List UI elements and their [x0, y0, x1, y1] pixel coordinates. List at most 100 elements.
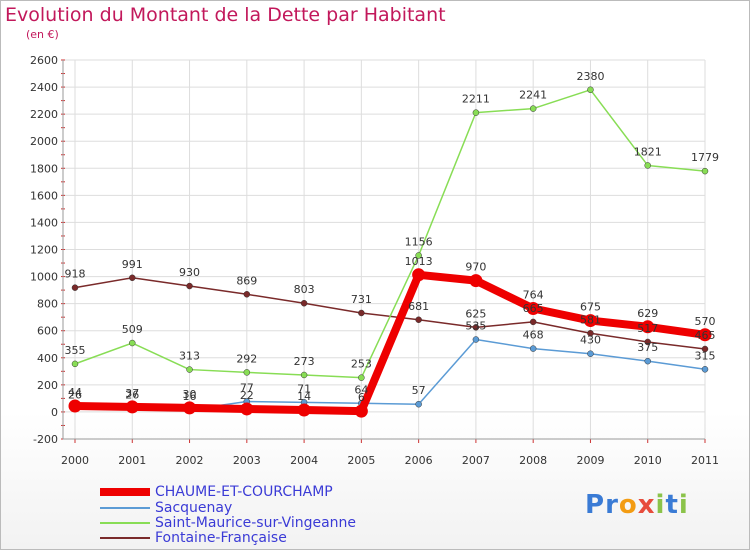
data-label: 468 — [523, 329, 544, 342]
data-label: 918 — [65, 268, 86, 281]
legend-item: Sacquenay — [100, 500, 233, 516]
data-point — [186, 366, 193, 373]
x-tick-label: 2009 — [576, 454, 604, 467]
data-label: 6 — [358, 391, 365, 404]
x-tick-label: 2006 — [405, 454, 433, 467]
data-label: 26 — [125, 388, 139, 401]
data-point — [701, 167, 709, 175]
data-label: 44 — [68, 386, 82, 399]
data-point — [412, 268, 426, 282]
x-tick-label: 2007 — [462, 454, 490, 467]
data-label: 1779 — [691, 151, 719, 164]
data-label: 675 — [580, 301, 601, 314]
data-label: 273 — [294, 355, 315, 368]
y-tick-label: 2000 — [30, 135, 58, 148]
data-point — [472, 109, 480, 116]
chart-subtitle: (en €) — [26, 28, 59, 41]
data-label: 16 — [183, 390, 197, 403]
legend-item: Fontaine-Française — [100, 530, 287, 546]
data-label: 355 — [65, 344, 86, 357]
x-tick-label: 2003 — [233, 454, 261, 467]
data-label: 14 — [297, 390, 311, 403]
x-tick-label: 2002 — [176, 454, 204, 467]
y-tick-label: 200 — [37, 379, 58, 392]
x-tick-label: 2001 — [118, 454, 146, 467]
data-point — [358, 309, 365, 317]
data-label: 1156 — [405, 235, 433, 248]
data-point — [240, 402, 254, 416]
data-label: 629 — [637, 307, 658, 320]
data-label: 2241 — [519, 89, 547, 102]
data-point — [415, 252, 422, 259]
data-label: 570 — [695, 315, 716, 328]
legend-label: Fontaine-Française — [155, 530, 287, 546]
data-label: 517 — [637, 322, 658, 335]
data-label: 22 — [240, 389, 254, 402]
y-tick-label: 1200 — [30, 244, 58, 257]
data-label: 57 — [412, 384, 426, 397]
data-label: 315 — [695, 349, 716, 362]
x-tick-label: 2004 — [290, 454, 318, 467]
legend-label: Sacquenay — [155, 500, 233, 516]
data-label: 64 — [354, 383, 368, 396]
series-line — [74, 89, 706, 379]
data-point — [183, 401, 197, 415]
legend-item: Saint-Maurice-sur-Vingeanne — [100, 515, 357, 531]
data-point — [644, 338, 651, 346]
logo-letter: x — [637, 490, 656, 520]
data-label: 77 — [240, 382, 254, 395]
legend-label: Saint-Maurice-sur-Vingeanne — [155, 515, 357, 531]
data-point — [587, 350, 594, 357]
data-label: 375 — [637, 341, 658, 354]
y-tick-label: 1400 — [30, 216, 58, 229]
y-tick-label: -200 — [33, 433, 58, 446]
data-point — [529, 105, 537, 112]
data-label: 71 — [297, 382, 311, 395]
data-point — [297, 403, 311, 417]
logo-letter: i — [678, 490, 689, 520]
x-tick-label: 2010 — [634, 454, 662, 467]
data-point — [243, 369, 251, 376]
x-tick-label: 2008 — [519, 454, 547, 467]
data-point — [701, 345, 709, 353]
data-point — [71, 360, 79, 368]
data-label: 869 — [236, 274, 257, 287]
logo-letter: t — [665, 490, 679, 520]
data-label: 581 — [580, 313, 601, 326]
data-label: 465 — [695, 329, 716, 342]
data-label: 509 — [122, 323, 143, 336]
data-point — [415, 316, 422, 324]
data-point — [698, 328, 712, 342]
data-label: 991 — [122, 258, 143, 271]
data-label: 665 — [523, 302, 544, 315]
chart-title: Evolution du Montant de la Dette par Hab… — [5, 4, 446, 26]
y-tick-label: 1600 — [30, 189, 58, 202]
logo-letter: i — [655, 490, 666, 520]
data-point — [587, 330, 594, 337]
data-label: 430 — [580, 334, 601, 347]
data-label: 2211 — [462, 93, 490, 106]
y-tick-label: 800 — [37, 298, 58, 311]
data-point — [644, 357, 651, 365]
data-point — [300, 299, 308, 307]
data-point — [526, 302, 540, 316]
data-point — [243, 291, 251, 298]
data-label: 535 — [465, 320, 486, 333]
logo-letter: r — [605, 490, 619, 520]
y-tick-label: 2200 — [30, 108, 58, 121]
data-point — [472, 324, 480, 331]
data-point — [300, 371, 308, 379]
data-point — [186, 282, 193, 290]
data-point — [129, 339, 136, 347]
proxiti-logo: Proxiti — [585, 490, 689, 520]
logo-letter: o — [618, 490, 638, 520]
axis-layer: -200 0 200 400 600 800 1000 1200 1400 1600 1800 200… — [30, 54, 719, 467]
data-label: 313 — [179, 350, 200, 363]
data-point — [701, 366, 709, 373]
legend-swatch — [100, 488, 150, 496]
x-tick-label: 2011 — [691, 454, 719, 467]
data-point — [529, 318, 537, 326]
data-point — [587, 86, 594, 94]
